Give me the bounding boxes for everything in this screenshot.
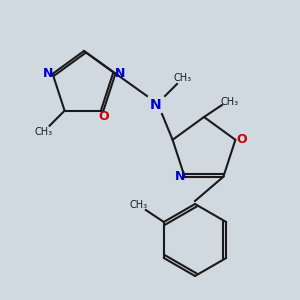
Text: N: N [115,67,125,80]
Text: N: N [150,98,162,112]
Text: O: O [98,110,109,123]
Text: CH₃: CH₃ [174,73,192,83]
Text: N: N [175,170,185,183]
Text: O: O [236,133,247,146]
Text: N: N [43,67,53,80]
Text: CH₃: CH₃ [34,127,53,137]
Text: CH₃: CH₃ [129,200,147,211]
Text: CH₃: CH₃ [220,97,238,107]
